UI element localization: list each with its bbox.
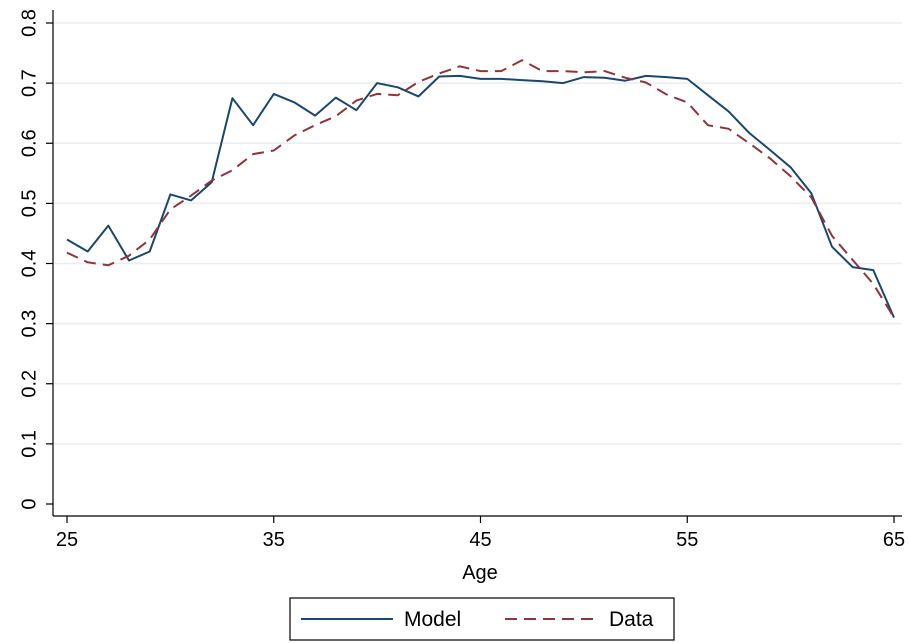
series-line-model	[66, 74, 895, 318]
y-tick-label: 0.8	[18, 9, 40, 37]
gridlines	[53, 22, 902, 445]
y-axis-ticks: 0 0.1 0.2 0.3 0.4 0.5 0.6 0.7 0.8	[18, 9, 53, 510]
x-axis-label: Age	[462, 562, 498, 584]
x-axis-ticks: 25 35 45 55 65	[56, 516, 905, 551]
y-tick-label: 0.3	[18, 310, 40, 338]
series-layer	[66, 59, 895, 319]
y-tick-label: 0	[18, 498, 40, 509]
y-tick-label: 0.4	[18, 250, 40, 278]
y-tick-label: 0.7	[18, 69, 40, 97]
x-tick-label: 45	[469, 529, 491, 551]
x-tick-label: 65	[883, 529, 905, 551]
y-tick-label: 0.1	[18, 430, 40, 458]
x-tick-label: 55	[676, 529, 698, 551]
x-tick-label: 35	[263, 529, 285, 551]
legend-label-model: Model	[404, 608, 461, 631]
y-tick-label: 0.6	[18, 129, 40, 157]
y-tick-label: 0.2	[18, 370, 40, 398]
x-tick-label: 25	[56, 529, 78, 551]
series-line-data	[66, 59, 895, 319]
y-tick-label: 0.5	[18, 189, 40, 217]
legend-label-data: Data	[609, 608, 654, 631]
legend: Model Data	[289, 597, 675, 641]
